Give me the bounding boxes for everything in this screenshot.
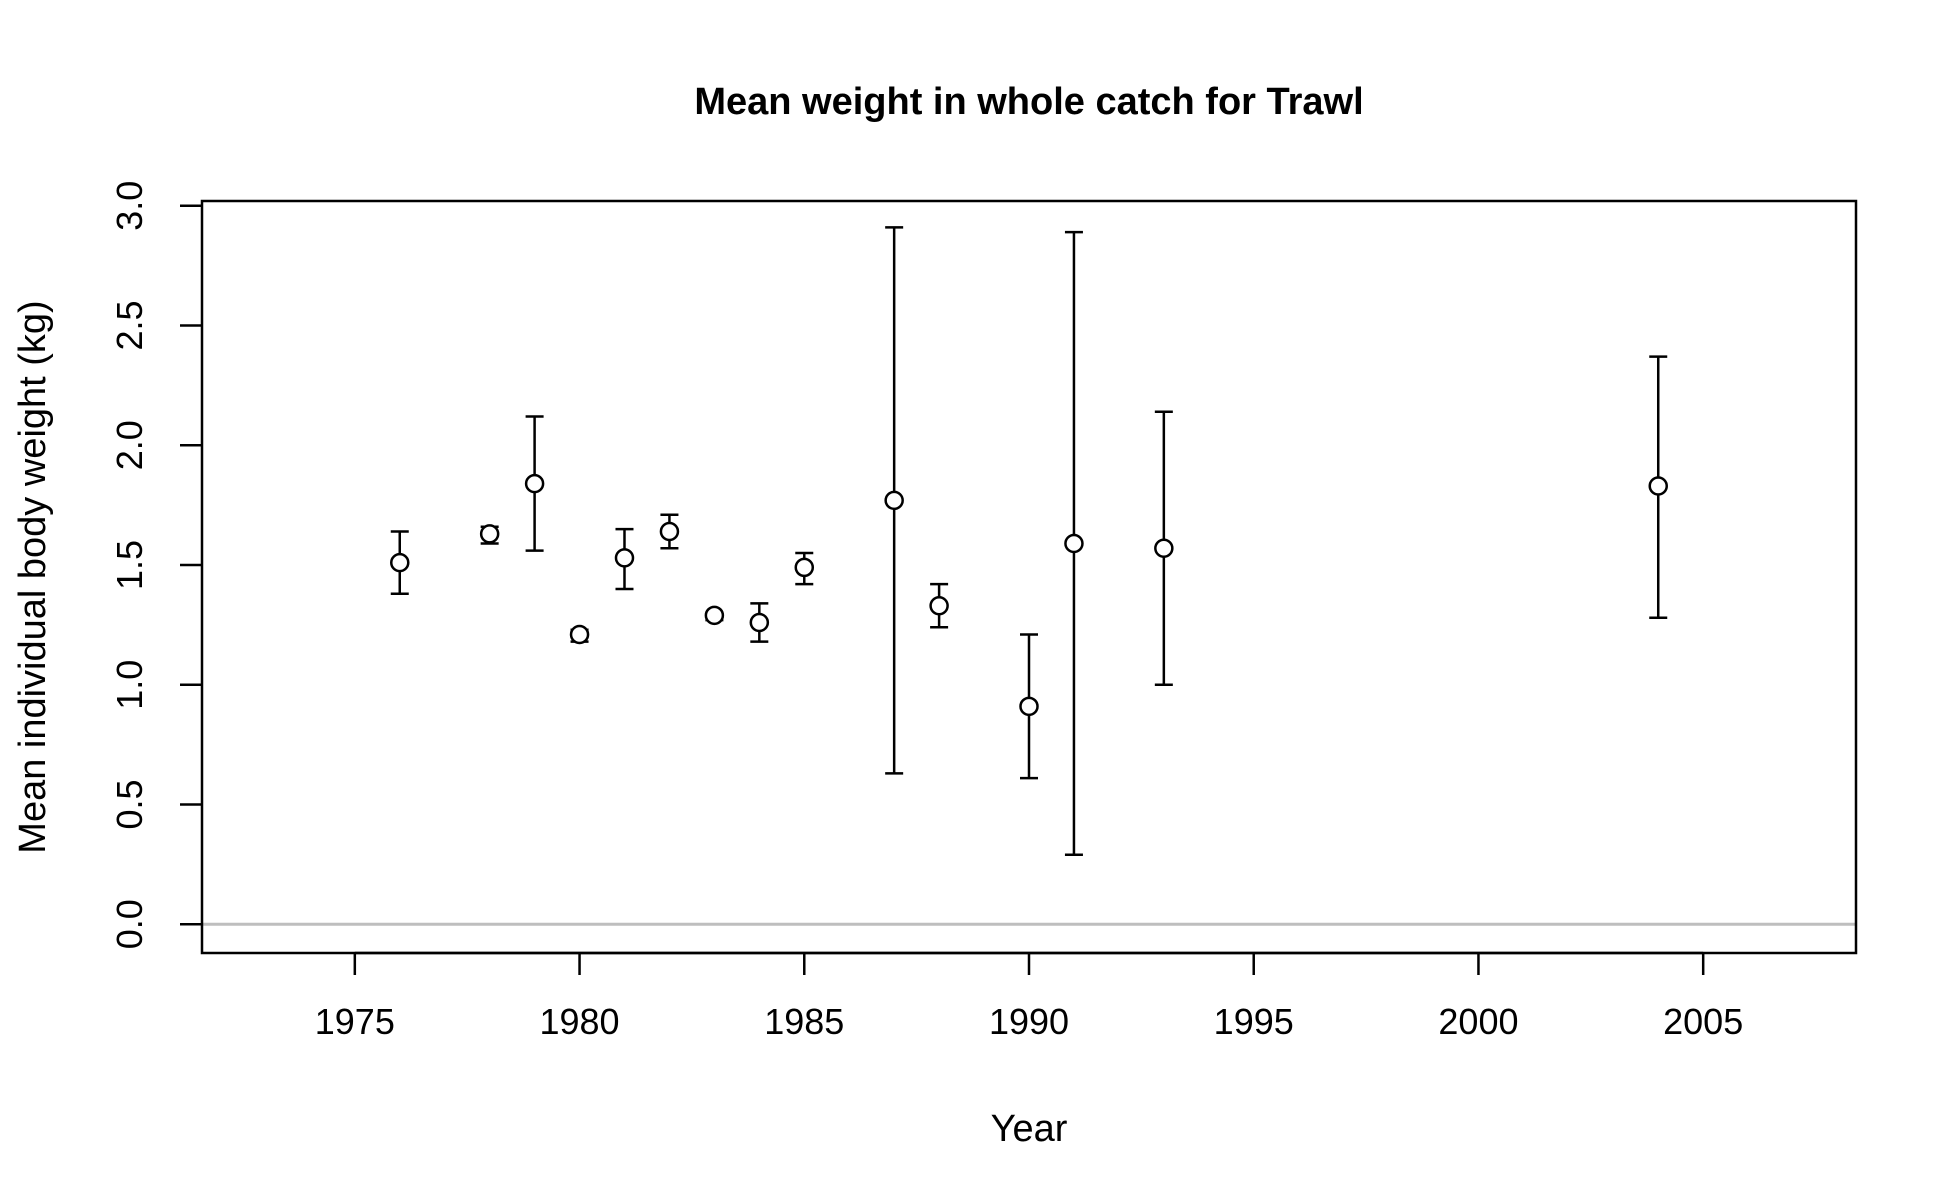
data-point-1984 [749,612,770,633]
y-tick-label-2.5: 2.5 [109,301,150,351]
y-tick-label-1.0: 1.0 [109,660,150,710]
x-tick-label-1985: 1985 [764,1001,844,1042]
plot-frame [200,199,1858,955]
chart-title: Mean weight in whole catch for Trawl [694,81,1363,123]
data-point-1985 [794,557,815,578]
x-tick-label-1990: 1990 [989,1001,1069,1042]
y-axis-label: Mean individual body weight (kg) [12,300,54,853]
x-tick-label-1975: 1975 [315,1001,395,1042]
x-tick-label-2000: 2000 [1438,1001,1518,1042]
data-point-1987 [884,490,904,511]
y-tick-label-0.5: 0.5 [109,779,150,829]
x-tick-label-1980: 1980 [539,1001,619,1042]
x-axis-label: Year [991,1108,1068,1150]
data-point-1988 [929,595,949,616]
y-tick-label-0.0: 0.0 [109,899,150,949]
data-point-1981 [614,548,635,568]
data-point-1980 [569,624,590,645]
y-tick-label-2.0: 2.0 [109,420,150,470]
x-tick-label-2005: 2005 [1663,1001,1743,1042]
data-point-1990 [1019,696,1039,717]
y-tick-label-1.5: 1.5 [109,540,150,590]
data-point-1978 [479,524,500,544]
data-point-1991 [1064,533,1084,554]
y-tick-label-3.0: 3.0 [109,181,150,231]
data-point-1993 [1154,538,1174,559]
x-tick-label-1995: 1995 [1214,1001,1294,1042]
data-point-2004 [1648,476,1668,496]
data-point-1976 [390,552,410,573]
data-point-1982 [659,521,680,542]
data-point-1979 [524,473,545,494]
data-point-1983 [704,605,725,626]
plot-area: 1975 1980 1985 1990 1995 2000 2005 0.0 0.5 1.0 1.5… [109,181,1858,1042]
